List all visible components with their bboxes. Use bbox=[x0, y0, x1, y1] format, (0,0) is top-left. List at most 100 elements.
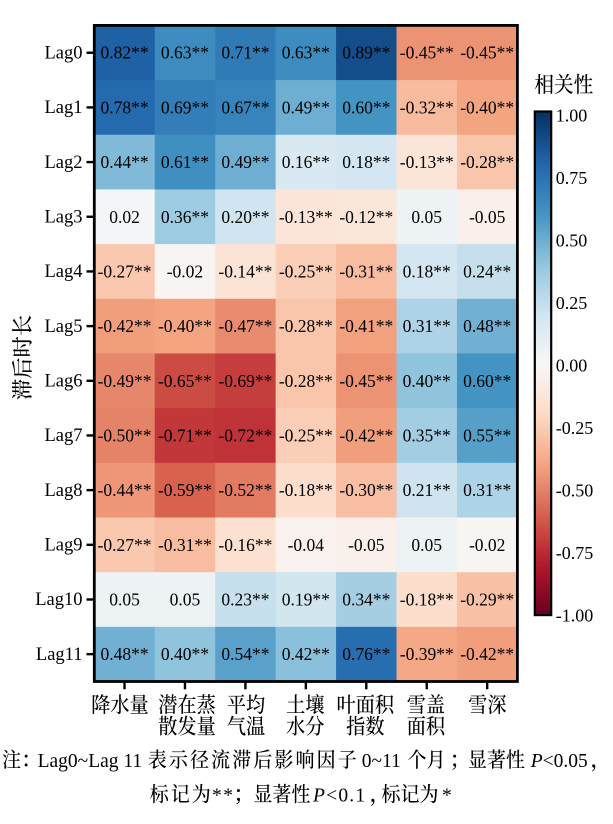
svg-text:-0.69**: -0.69** bbox=[218, 371, 272, 391]
svg-text:Lag4: Lag4 bbox=[44, 262, 82, 282]
svg-text:0~11: 0~11 bbox=[362, 751, 401, 772]
svg-text:-0.28**: -0.28** bbox=[460, 152, 514, 172]
svg-text:0.23**: 0.23** bbox=[221, 589, 269, 609]
svg-text:-0.27**: -0.27** bbox=[98, 535, 152, 555]
svg-text:0.89**: 0.89** bbox=[342, 43, 390, 63]
svg-text:-0.31**: -0.31** bbox=[158, 535, 212, 555]
svg-text:-0.65**: -0.65** bbox=[158, 371, 212, 391]
svg-text:0.75: 0.75 bbox=[556, 168, 588, 188]
svg-text:0.48**: 0.48** bbox=[100, 644, 148, 664]
svg-text:-0.32**: -0.32** bbox=[400, 97, 454, 117]
svg-text:0.48**: 0.48** bbox=[463, 316, 511, 336]
svg-text:0.31**: 0.31** bbox=[463, 480, 511, 500]
svg-text:0.05: 0.05 bbox=[170, 589, 201, 609]
svg-text:-0.39**: -0.39** bbox=[400, 644, 454, 664]
svg-text:0.31**: 0.31** bbox=[403, 316, 451, 336]
svg-text:0.63**: 0.63** bbox=[161, 43, 209, 63]
svg-text:0.44**: 0.44** bbox=[100, 152, 148, 172]
svg-text:Lag7: Lag7 bbox=[44, 426, 82, 446]
svg-text:0.19**: 0.19** bbox=[282, 589, 330, 609]
svg-text:0.18**: 0.18** bbox=[342, 152, 390, 172]
svg-text:-0.42**: -0.42** bbox=[339, 425, 393, 445]
svg-text:0.20**: 0.20** bbox=[221, 207, 269, 227]
svg-text:-0.49**: -0.49** bbox=[98, 371, 152, 391]
svg-text:Lag3: Lag3 bbox=[44, 207, 82, 227]
svg-text:-1.00: -1.00 bbox=[556, 606, 594, 626]
svg-text:-0.29**: -0.29** bbox=[460, 589, 514, 609]
svg-text:0.35**: 0.35** bbox=[403, 425, 451, 445]
svg-text:-0.45**: -0.45** bbox=[400, 43, 454, 63]
svg-text:0.34**: 0.34** bbox=[342, 589, 390, 609]
svg-text:0.05: 0.05 bbox=[411, 207, 442, 227]
svg-text:0.36**: 0.36** bbox=[161, 207, 209, 227]
svg-text:0.61**: 0.61** bbox=[161, 152, 209, 172]
svg-text:0.21**: 0.21** bbox=[403, 480, 451, 500]
svg-text:0.69**: 0.69** bbox=[161, 97, 209, 117]
svg-text:0.49**: 0.49** bbox=[282, 97, 330, 117]
svg-text:*: * bbox=[442, 786, 452, 807]
svg-text:Lag0: Lag0 bbox=[44, 43, 82, 63]
svg-text:1.00: 1.00 bbox=[556, 105, 588, 125]
svg-text:-0.41**: -0.41** bbox=[339, 316, 393, 336]
svg-text:0.60**: 0.60** bbox=[342, 97, 390, 117]
svg-text:-0.50: -0.50 bbox=[556, 481, 594, 501]
svg-text:0.42**: 0.42** bbox=[282, 644, 330, 664]
svg-text:-0.40**: -0.40** bbox=[460, 97, 514, 117]
svg-text:-0.44**: -0.44** bbox=[98, 480, 152, 500]
svg-text:-0.50**: -0.50** bbox=[98, 425, 152, 445]
svg-text:-0.27**: -0.27** bbox=[98, 261, 152, 281]
svg-text:0.71**: 0.71** bbox=[221, 43, 269, 63]
svg-text:-0.05: -0.05 bbox=[348, 535, 385, 555]
svg-text:-0.45**: -0.45** bbox=[460, 43, 514, 63]
svg-text:-0.18**: -0.18** bbox=[279, 480, 333, 500]
svg-text:-0.42**: -0.42** bbox=[98, 316, 152, 336]
svg-text:-0.47**: -0.47** bbox=[218, 316, 272, 336]
svg-text:0.40**: 0.40** bbox=[403, 371, 451, 391]
svg-text:-0.59**: -0.59** bbox=[158, 480, 212, 500]
svg-text:Lag5: Lag5 bbox=[44, 317, 82, 337]
svg-text:-0.28**: -0.28** bbox=[279, 316, 333, 336]
svg-text:P<0.1: P<0.1 bbox=[312, 786, 366, 807]
svg-text:-0.30**: -0.30** bbox=[339, 480, 393, 500]
svg-text:Lag11: Lag11 bbox=[36, 645, 83, 665]
svg-text:-0.05: -0.05 bbox=[469, 207, 506, 227]
svg-text:-0.71**: -0.71** bbox=[158, 425, 212, 445]
svg-text:Lag0~Lag 11: Lag0~Lag 11 bbox=[38, 751, 143, 772]
svg-text:-0.12**: -0.12** bbox=[339, 207, 393, 227]
svg-text:0.16**: 0.16** bbox=[282, 152, 330, 172]
svg-text:0.05: 0.05 bbox=[411, 535, 442, 555]
svg-text:-0.40**: -0.40** bbox=[158, 316, 212, 336]
svg-text:0.18**: 0.18** bbox=[403, 261, 451, 281]
svg-text:0.00: 0.00 bbox=[556, 356, 588, 376]
svg-text:-0.28**: -0.28** bbox=[279, 371, 333, 391]
svg-text:-0.14**: -0.14** bbox=[218, 261, 272, 281]
svg-text:0.76**: 0.76** bbox=[342, 644, 390, 664]
svg-text:Lag6: Lag6 bbox=[44, 371, 82, 391]
svg-text:0.78**: 0.78** bbox=[100, 97, 148, 117]
svg-text:0.55**: 0.55** bbox=[463, 425, 511, 445]
svg-text:-0.02: -0.02 bbox=[167, 261, 203, 281]
svg-text:0.50: 0.50 bbox=[556, 230, 588, 250]
svg-text:-0.25: -0.25 bbox=[556, 418, 594, 438]
svg-text:-0.45**: -0.45** bbox=[339, 371, 393, 391]
svg-text:0.67**: 0.67** bbox=[221, 97, 269, 117]
svg-text:0.02: 0.02 bbox=[109, 207, 140, 227]
svg-text:-0.02: -0.02 bbox=[469, 535, 505, 555]
svg-text:Lag8: Lag8 bbox=[44, 481, 82, 501]
svg-text:-0.25**: -0.25** bbox=[279, 261, 333, 281]
svg-text:0.40**: 0.40** bbox=[161, 644, 209, 664]
svg-text:0.60**: 0.60** bbox=[463, 371, 511, 391]
svg-text:0.05: 0.05 bbox=[109, 589, 140, 609]
svg-text:Lag2: Lag2 bbox=[44, 153, 82, 173]
svg-text:0.24**: 0.24** bbox=[463, 261, 511, 281]
svg-text:-0.72**: -0.72** bbox=[218, 425, 272, 445]
svg-text:-0.42**: -0.42** bbox=[460, 644, 514, 664]
svg-text:-0.75: -0.75 bbox=[556, 543, 594, 563]
svg-text:-0.18**: -0.18** bbox=[400, 589, 454, 609]
svg-text:Lag10: Lag10 bbox=[35, 590, 82, 610]
svg-text:P<0.05: P<0.05 bbox=[530, 751, 588, 772]
svg-text:**: ** bbox=[212, 786, 235, 807]
svg-text:0.63**: 0.63** bbox=[282, 43, 330, 63]
svg-text:-0.13**: -0.13** bbox=[279, 207, 333, 227]
svg-text:Lag1: Lag1 bbox=[44, 98, 82, 118]
